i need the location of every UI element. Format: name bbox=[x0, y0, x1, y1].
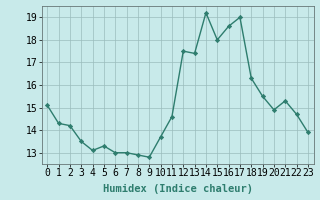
X-axis label: Humidex (Indice chaleur): Humidex (Indice chaleur) bbox=[103, 184, 252, 194]
